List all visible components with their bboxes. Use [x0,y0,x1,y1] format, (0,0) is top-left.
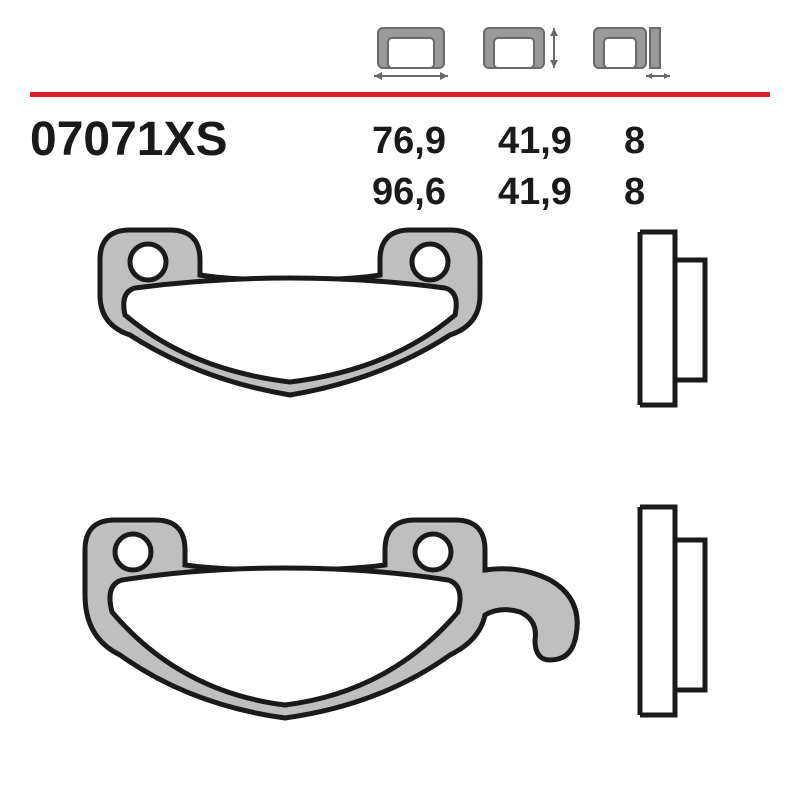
table-row: 76,9 41,9 8 [372,117,695,166]
spec-height: 41,9 [498,117,622,166]
dimension-icons-row [370,22,672,80]
height-dimension-icon [480,22,562,80]
thickness-dimension-icon [590,22,672,80]
technical-drawing [30,220,770,780]
width-dimension-icon [370,22,452,80]
dimensions-table: 76,9 41,9 8 96,6 41,9 8 [370,115,697,220]
spec-width: 96,6 [372,168,496,217]
pad-small-front [100,230,480,395]
spec-thickness: 8 [624,168,695,217]
part-number: 07071XS [30,112,228,167]
separator-line [30,92,770,97]
spec-width: 76,9 [372,117,496,166]
spec-thickness: 8 [624,117,695,166]
pad-large-front [85,520,577,718]
spec-height: 41,9 [498,168,622,217]
pad-large-side [640,507,705,715]
table-row: 96,6 41,9 8 [372,168,695,217]
pad-small-side [640,232,705,405]
